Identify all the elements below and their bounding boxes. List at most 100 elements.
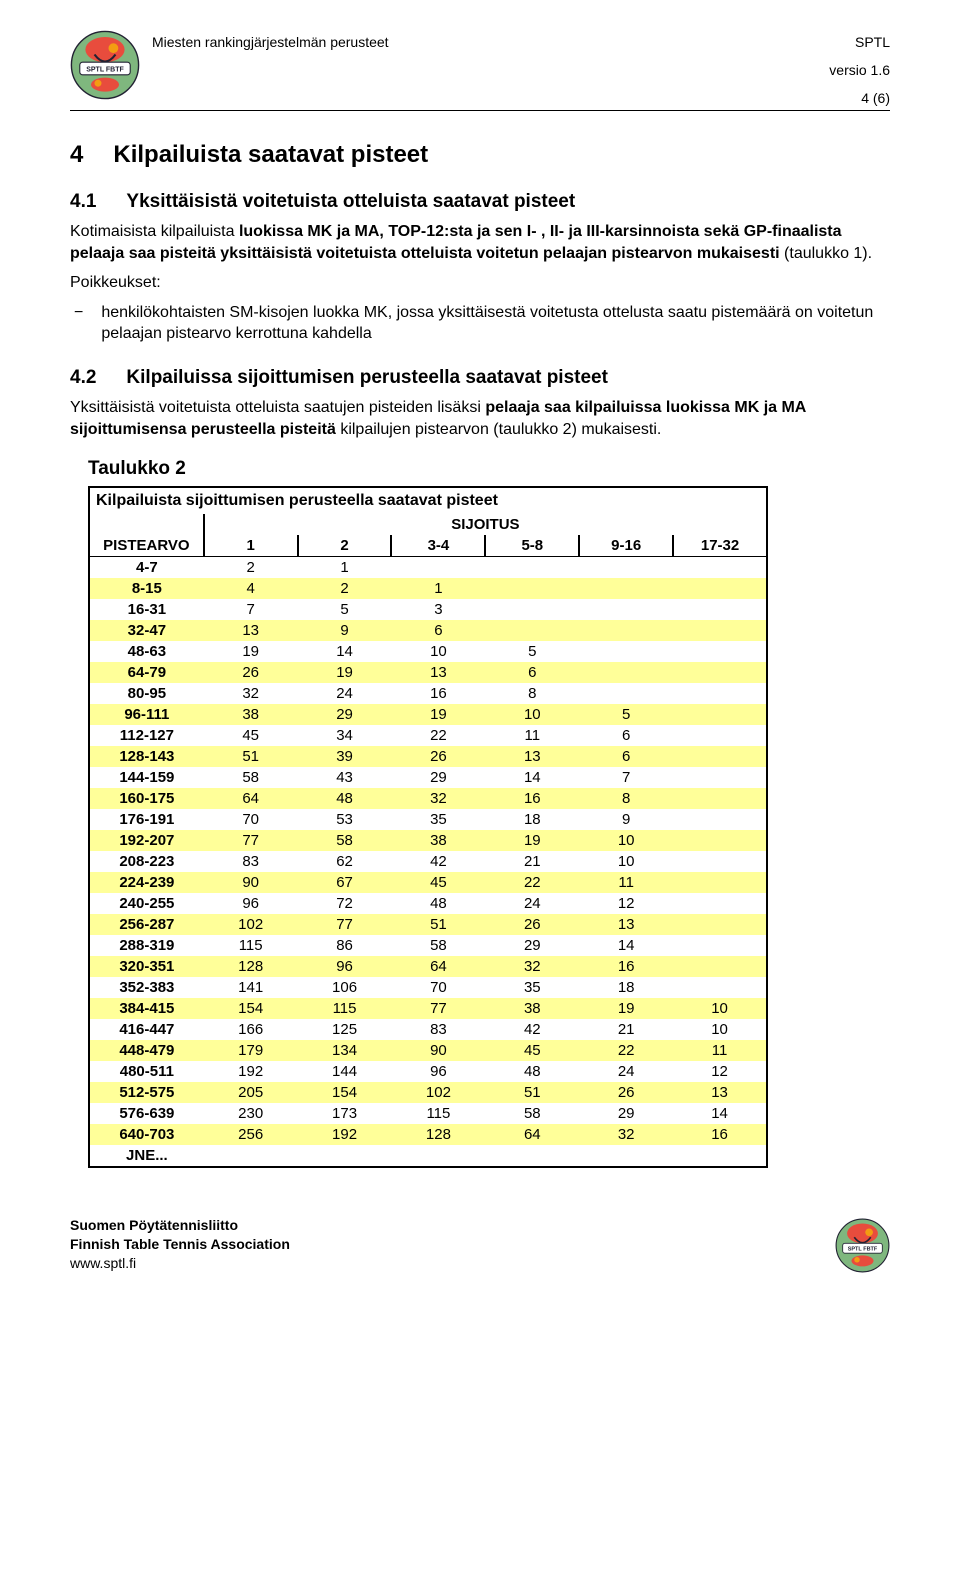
cell: 144	[298, 1061, 392, 1082]
cell: 102	[204, 914, 298, 935]
table-row: 480-51119214496482412	[89, 1061, 767, 1082]
cell: 29	[391, 767, 485, 788]
cell	[485, 1145, 579, 1167]
cell: 12	[673, 1061, 767, 1082]
cell: 5	[298, 599, 392, 620]
cell: 51	[485, 1082, 579, 1103]
cell: 115	[298, 998, 392, 1019]
page-header: SPTL FBTF Miesten rankingjärjestelmän pe…	[70, 30, 890, 106]
cell: 18	[579, 977, 673, 998]
cell: 13	[579, 914, 673, 935]
cell	[673, 788, 767, 809]
cell: 9	[579, 809, 673, 830]
row-label: 192-207	[89, 830, 204, 851]
cell: 19	[579, 998, 673, 1019]
cell: 16	[391, 683, 485, 704]
cell: 125	[298, 1019, 392, 1040]
col-header: 9-16	[579, 535, 673, 557]
cell: 2	[204, 557, 298, 579]
cell: 58	[204, 767, 298, 788]
header-title: Miesten rankingjärjestelmän perusteet	[152, 34, 389, 106]
row-label: 288-319	[89, 935, 204, 956]
row-label: 16-31	[89, 599, 204, 620]
cell: 45	[391, 872, 485, 893]
row-label: 224-239	[89, 872, 204, 893]
cell	[673, 746, 767, 767]
cell: 14	[673, 1103, 767, 1124]
cell: 38	[204, 704, 298, 725]
subsection-number: 4.2	[70, 367, 96, 389]
cell: 179	[204, 1040, 298, 1061]
cell	[579, 641, 673, 662]
cell	[673, 809, 767, 830]
table-row: 416-44716612583422110	[89, 1019, 767, 1040]
cell: 64	[204, 788, 298, 809]
cell	[673, 1145, 767, 1167]
cell: 13	[391, 662, 485, 683]
cell: 90	[391, 1040, 485, 1061]
bullet-text: henkilökohtaisten SM-kisojen luokka MK, …	[101, 302, 890, 345]
row-label: 512-575	[89, 1082, 204, 1103]
cell: 230	[204, 1103, 298, 1124]
cell: 24	[579, 1061, 673, 1082]
row-label: 96-111	[89, 704, 204, 725]
table-row: 80-953224168	[89, 683, 767, 704]
cell: 58	[391, 935, 485, 956]
cell: 13	[673, 1082, 767, 1103]
cell	[673, 935, 767, 956]
table-row: 256-28710277512613	[89, 914, 767, 935]
row-label: 8-15	[89, 578, 204, 599]
cell: 166	[204, 1019, 298, 1040]
cell	[673, 641, 767, 662]
page-footer: Suomen Pöytätennisliitto Finnish Table T…	[70, 1216, 890, 1273]
cell: 43	[298, 767, 392, 788]
cell	[579, 683, 673, 704]
cell: 6	[579, 725, 673, 746]
header-divider	[70, 110, 890, 111]
cell: 16	[579, 956, 673, 977]
cell: 96	[204, 893, 298, 914]
cell: 53	[298, 809, 392, 830]
cell: 16	[673, 1124, 767, 1145]
cell: 11	[485, 725, 579, 746]
svg-text:SPTL FBTF: SPTL FBTF	[86, 66, 124, 73]
cell: 70	[204, 809, 298, 830]
sijoitus-label: SIJOITUS	[204, 514, 767, 535]
cell: 3	[391, 599, 485, 620]
cell	[673, 725, 767, 746]
federation-logo-small: SPTL FBTF	[835, 1218, 890, 1273]
cell: 134	[298, 1040, 392, 1061]
table-row: 8-15421	[89, 578, 767, 599]
row-label: 448-479	[89, 1040, 204, 1061]
row-label: 176-191	[89, 809, 204, 830]
cell: 32	[579, 1124, 673, 1145]
cell: 6	[485, 662, 579, 683]
table-row: 576-639230173115582914	[89, 1103, 767, 1124]
cell: 13	[485, 746, 579, 767]
cell: 7	[204, 599, 298, 620]
cell: 205	[204, 1082, 298, 1103]
col-header: 17-32	[673, 535, 767, 557]
cell: 51	[391, 914, 485, 935]
cell	[673, 683, 767, 704]
table-row: 48-631914105	[89, 641, 767, 662]
cell: 29	[579, 1103, 673, 1124]
cell: 77	[204, 830, 298, 851]
table-row: JNE...	[89, 1145, 767, 1167]
table-row: 144-159584329147	[89, 767, 767, 788]
cell: 6	[391, 620, 485, 641]
cell: 22	[579, 1040, 673, 1061]
row-label: 32-47	[89, 620, 204, 641]
subsection-number: 4.1	[70, 191, 96, 213]
table-row: 352-383141106703518	[89, 977, 767, 998]
table-2-title: Taulukko 2	[88, 458, 890, 480]
cell	[673, 893, 767, 914]
cell: 11	[579, 872, 673, 893]
row-label: 416-447	[89, 1019, 204, 1040]
cell: 128	[204, 956, 298, 977]
cell: 6	[579, 746, 673, 767]
cell	[579, 578, 673, 599]
cell	[391, 557, 485, 579]
cell: 29	[485, 935, 579, 956]
cell	[579, 557, 673, 579]
